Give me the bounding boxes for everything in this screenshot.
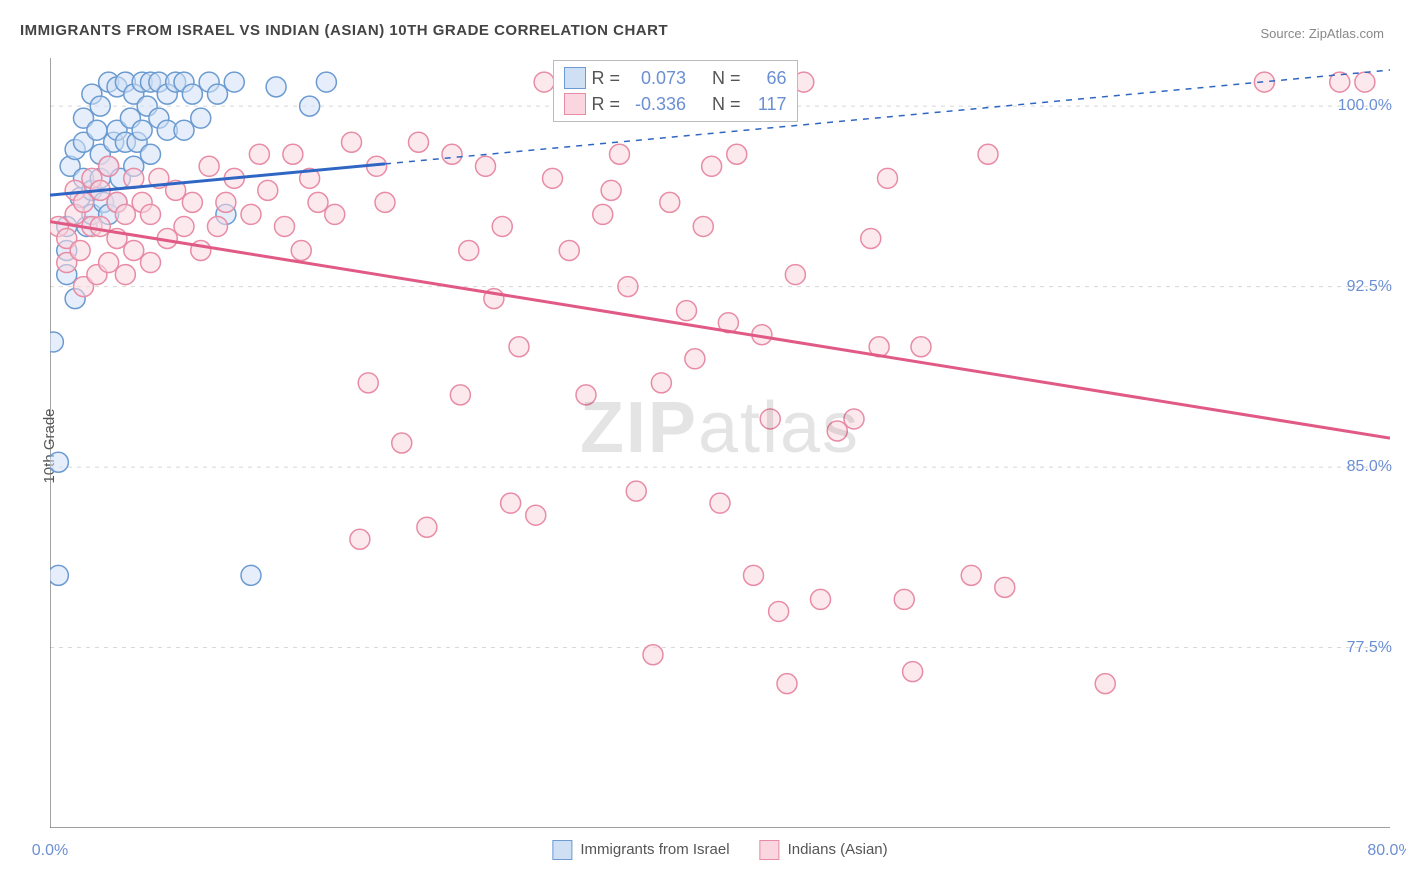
legend-label: Immigrants from Israel	[580, 841, 729, 858]
stat-r-label: R =	[592, 94, 621, 115]
stat-row: R =-0.336 N = 117	[564, 91, 787, 117]
stat-n-value: 66	[747, 68, 787, 89]
chart-area: ZIPatlas R =0.073N =66R =-0.336N =117 Im…	[50, 58, 1390, 828]
source-attribution: Source: ZipAtlas.com	[1260, 26, 1384, 41]
y-tick-label: 100.0%	[1338, 97, 1392, 115]
stat-r-value: 0.073	[626, 68, 686, 89]
y-tick-label: 92.5%	[1347, 278, 1392, 296]
correlation-stats-box: R =0.073 N = 66 R =-0.336 N = 117	[553, 60, 798, 122]
legend-swatch	[552, 840, 572, 860]
stat-n-label: N =	[712, 94, 741, 115]
legend-swatch	[760, 840, 780, 860]
legend-item: Immigrants from Israel	[552, 840, 729, 860]
chart-title: IMMIGRANTS FROM ISRAEL VS INDIAN (ASIAN)…	[20, 22, 668, 39]
y-tick-label: 77.5%	[1347, 639, 1392, 657]
y-tick-label: 85.0%	[1347, 458, 1392, 476]
stat-swatch	[564, 93, 586, 115]
stat-r-label: R =	[592, 68, 621, 89]
stat-n-label: N =	[712, 68, 741, 89]
scatter-plot	[50, 58, 1390, 828]
legend-item: Indians (Asian)	[760, 840, 888, 860]
x-tick-label: 0.0%	[32, 842, 68, 860]
stat-r-value: -0.336	[626, 94, 686, 115]
stat-row: R =0.073 N = 66	[564, 65, 787, 91]
chart-legend: Immigrants from Israel Indians (Asian)	[552, 840, 887, 860]
stat-n-value: 117	[747, 94, 787, 115]
legend-label: Indians (Asian)	[788, 841, 888, 858]
stat-swatch	[564, 67, 586, 89]
x-tick-label: 80.0%	[1367, 842, 1406, 860]
